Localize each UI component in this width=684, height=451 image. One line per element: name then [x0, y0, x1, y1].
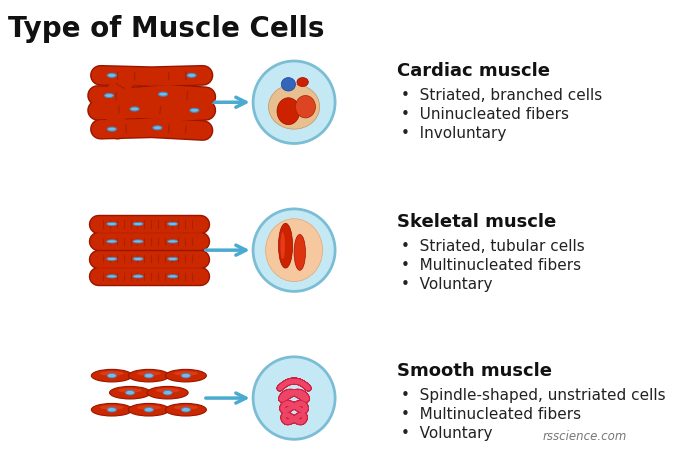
Ellipse shape — [125, 391, 135, 395]
Ellipse shape — [168, 258, 178, 261]
Ellipse shape — [297, 78, 308, 87]
Ellipse shape — [105, 93, 114, 97]
Ellipse shape — [107, 240, 117, 243]
Ellipse shape — [168, 240, 178, 243]
Ellipse shape — [253, 209, 335, 291]
Ellipse shape — [153, 126, 162, 130]
Text: rsscience.com: rsscience.com — [543, 430, 627, 443]
Ellipse shape — [133, 258, 143, 261]
Ellipse shape — [107, 373, 116, 378]
Ellipse shape — [144, 373, 153, 378]
Ellipse shape — [268, 84, 319, 129]
Ellipse shape — [156, 388, 180, 393]
Ellipse shape — [277, 98, 300, 124]
Ellipse shape — [294, 235, 306, 270]
Ellipse shape — [168, 222, 178, 226]
Ellipse shape — [253, 357, 335, 439]
Text: Smooth muscle: Smooth muscle — [397, 362, 551, 380]
Ellipse shape — [147, 387, 188, 399]
Text: •  Involuntary: • Involuntary — [401, 126, 507, 141]
Text: •  Multinucleated fibers: • Multinucleated fibers — [401, 258, 581, 273]
Ellipse shape — [159, 92, 168, 96]
Ellipse shape — [166, 369, 207, 382]
Ellipse shape — [92, 404, 132, 416]
Ellipse shape — [130, 107, 139, 111]
Ellipse shape — [107, 258, 117, 261]
Ellipse shape — [144, 407, 153, 412]
Ellipse shape — [181, 407, 190, 412]
Ellipse shape — [187, 74, 196, 78]
Text: •  Multinucleated fibers: • Multinucleated fibers — [401, 407, 581, 422]
Ellipse shape — [129, 404, 170, 416]
Text: Cardiac muscle: Cardiac muscle — [397, 62, 550, 80]
Text: •  Uninucleated fibers: • Uninucleated fibers — [401, 107, 569, 122]
Ellipse shape — [92, 369, 132, 382]
Ellipse shape — [118, 388, 142, 393]
Ellipse shape — [278, 223, 293, 268]
Ellipse shape — [107, 407, 116, 412]
Ellipse shape — [100, 405, 124, 410]
Ellipse shape — [168, 275, 178, 278]
Text: •  Voluntary: • Voluntary — [401, 277, 492, 292]
Ellipse shape — [133, 275, 143, 278]
Ellipse shape — [133, 240, 143, 243]
Ellipse shape — [174, 371, 198, 376]
Ellipse shape — [265, 219, 323, 281]
Ellipse shape — [133, 222, 143, 226]
Ellipse shape — [129, 369, 170, 382]
Ellipse shape — [163, 391, 172, 395]
Text: Type of Muscle Cells: Type of Muscle Cells — [8, 15, 324, 43]
Ellipse shape — [109, 387, 150, 399]
Ellipse shape — [100, 371, 124, 376]
Ellipse shape — [281, 78, 295, 91]
Ellipse shape — [190, 108, 199, 112]
Ellipse shape — [174, 405, 198, 410]
Ellipse shape — [253, 61, 335, 143]
Ellipse shape — [137, 405, 161, 410]
Ellipse shape — [107, 74, 116, 78]
Text: •  Spindle-shaped, unstriated cells: • Spindle-shaped, unstriated cells — [401, 388, 666, 403]
Text: •  Striated, branched cells: • Striated, branched cells — [401, 88, 603, 103]
Text: Skeletal muscle: Skeletal muscle — [397, 213, 556, 231]
Ellipse shape — [137, 371, 161, 376]
Ellipse shape — [295, 96, 315, 118]
Text: •  Striated, tubular cells: • Striated, tubular cells — [401, 239, 585, 254]
Ellipse shape — [107, 127, 116, 131]
Ellipse shape — [107, 222, 117, 226]
Text: •  Voluntary: • Voluntary — [401, 426, 492, 441]
Ellipse shape — [166, 404, 207, 416]
Ellipse shape — [280, 232, 285, 259]
Ellipse shape — [181, 373, 190, 378]
Ellipse shape — [107, 275, 117, 278]
